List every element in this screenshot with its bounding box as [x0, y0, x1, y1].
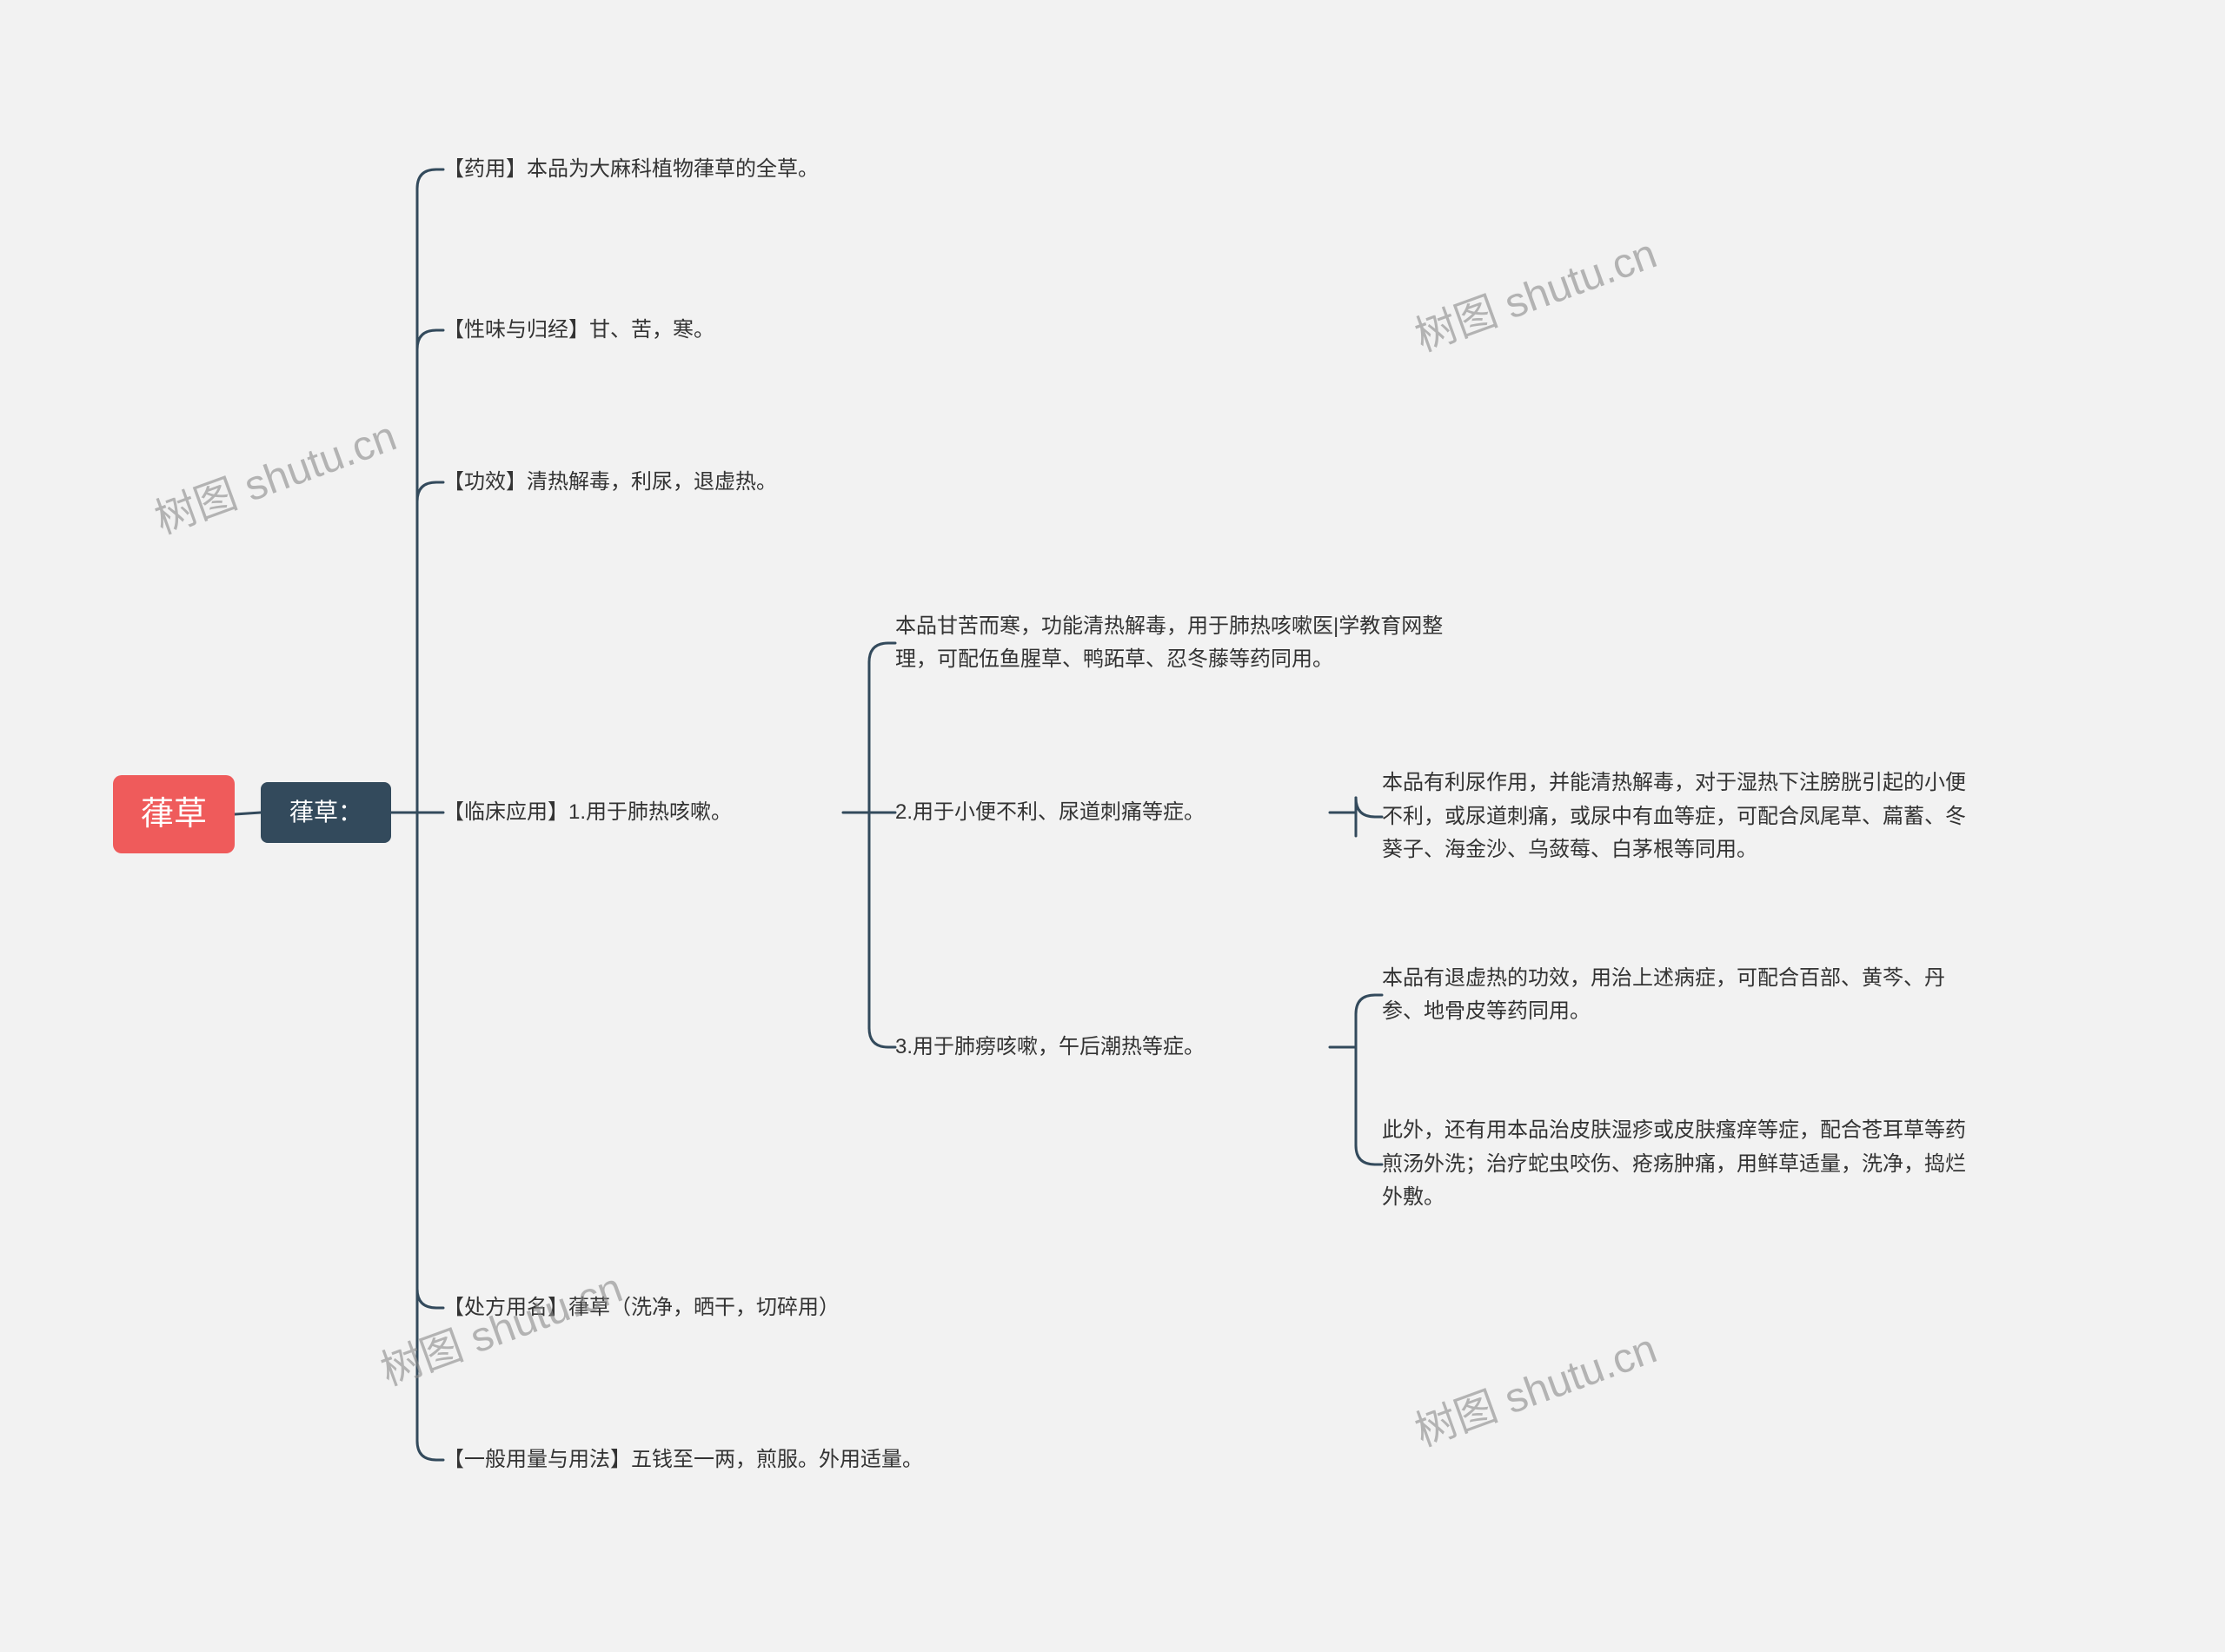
watermark: 树图 shutu.cn	[1405, 219, 1664, 362]
leaf-label: 【临床应用】1.用于肺热咳嗽。	[443, 796, 732, 829]
leaf-label: 此外，还有用本品治皮肤湿疹或皮肤瘙痒等症，配合苍耳草等药煎汤外洗；治疗蛇虫咬伤、…	[1382, 1114, 1973, 1214]
leaf-node-l4-0[interactable]: 本品有利尿作用，并能清热解毒，对于湿热下注膀胱引起的小便不利，或尿道刺痛，或尿中…	[1382, 730, 1973, 904]
leaf-label: 本品有利尿作用，并能清热解毒，对于湿热下注膀胱引起的小便不利，或尿道刺痛，或尿中…	[1382, 766, 1973, 866]
mindmap-canvas: 葎草 葎草： 【药用】本品为大麻科植物葎草的全草。【性味与归经】甘、苦，寒。【功…	[0, 0, 2225, 1652]
root-label: 葎草	[141, 788, 207, 841]
leaf-label: 【药用】本品为大麻科植物葎草的全草。	[443, 153, 819, 186]
leaf-label: 【一般用量与用法】五钱至一两，煎服。外用适量。	[443, 1443, 923, 1476]
leaf-node-l4-1[interactable]: 本品有退虚热的功效，用治上述病症，可配合百部、黄芩、丹参、地骨皮等药同用。	[1382, 956, 1973, 1034]
watermark: 树图 shutu.cn	[1405, 1314, 1664, 1457]
leaf-label: 【处方用名】葎草（洗净，晒干，切碎用）	[443, 1291, 840, 1324]
leaf-node-l4-2[interactable]: 此外，还有用本品治皮肤湿疹或皮肤瘙痒等症，配合苍耳草等药煎汤外洗；治疗蛇虫咬伤、…	[1382, 1104, 1973, 1225]
root-node[interactable]: 葎草	[113, 775, 235, 853]
leaf-node-l2-2[interactable]: 【功效】清热解毒，利尿，退虚热。	[443, 461, 1000, 504]
sub-label: 葎草：	[289, 793, 362, 833]
leaf-node-l3-0[interactable]: 本品甘苦而寒，功能清热解毒，用于肺热咳嗽医|学教育网整理，可配伍鱼腥草、鸭跖草、…	[895, 591, 1451, 695]
leaf-label: 【功效】清热解毒，利尿，退虚热。	[443, 466, 777, 499]
leaf-node-l3-1[interactable]: 2.用于小便不利、尿道刺痛等症。	[895, 791, 1330, 834]
leaf-node-l2-1[interactable]: 【性味与归经】甘、苦，寒。	[443, 309, 1000, 352]
leaf-node-l3-2[interactable]: 3.用于肺痨咳嗽，午后潮热等症。	[895, 1025, 1330, 1069]
leaf-label: 3.用于肺痨咳嗽，午后潮热等症。	[895, 1031, 1205, 1064]
leaf-node-l2-3[interactable]: 【临床应用】1.用于肺热咳嗽。	[443, 791, 843, 834]
leaf-label: 本品有退虚热的功效，用治上述病症，可配合百部、黄芩、丹参、地骨皮等药同用。	[1382, 962, 1973, 1029]
leaf-label: 本品甘苦而寒，功能清热解毒，用于肺热咳嗽医|学教育网整理，可配伍鱼腥草、鸭跖草、…	[895, 610, 1451, 677]
leaf-node-l2-4[interactable]: 【处方用名】葎草（洗净，晒干，切碎用）	[443, 1286, 1000, 1330]
leaf-label: 【性味与归经】甘、苦，寒。	[443, 314, 714, 347]
leaf-node-l2-0[interactable]: 【药用】本品为大麻科植物葎草的全草。	[443, 148, 1000, 191]
sub-node[interactable]: 葎草：	[261, 782, 391, 843]
leaf-node-l2-5[interactable]: 【一般用量与用法】五钱至一两，煎服。外用适量。	[443, 1425, 1000, 1495]
leaf-label: 2.用于小便不利、尿道刺痛等症。	[895, 796, 1205, 829]
watermark: 树图 shutu.cn	[145, 401, 403, 545]
